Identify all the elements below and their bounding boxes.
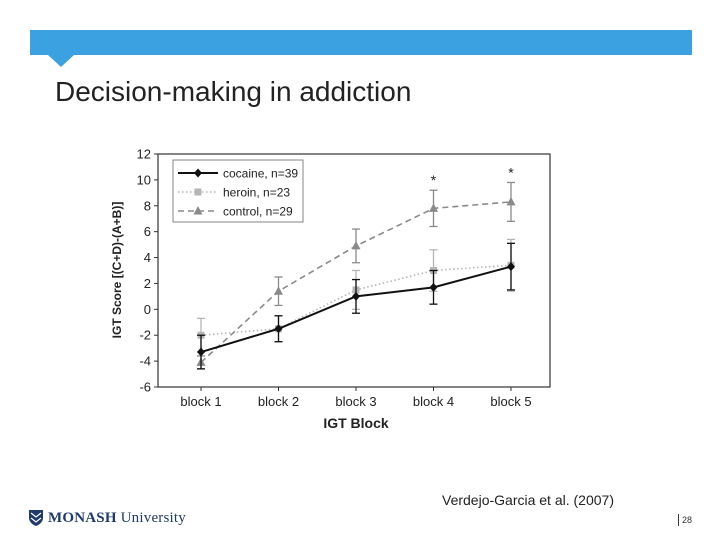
- data-point: [429, 282, 438, 292]
- series-cocaine: [197, 242, 515, 370]
- legend-marker: [194, 168, 202, 178]
- data-point: [197, 347, 205, 357]
- data-point: [352, 291, 360, 301]
- legend-label: cocaine, n=39: [223, 167, 298, 181]
- x-tick-label: block 2: [258, 394, 299, 409]
- y-tick-label: 6: [144, 224, 151, 239]
- citation: Verdejo-Garcia et al. (2007): [442, 492, 614, 508]
- data-point: [429, 203, 438, 212]
- legend-label: heroin, n=23: [223, 186, 290, 200]
- x-tick-label: block 5: [490, 394, 531, 409]
- data-point: [507, 262, 515, 272]
- monash-shield-icon: [29, 510, 43, 526]
- y-tick-label: 4: [144, 250, 151, 265]
- header-accent-bar: [30, 30, 692, 55]
- x-tick-label: block 4: [413, 394, 454, 409]
- x-tick-label: block 3: [335, 394, 376, 409]
- y-tick-label: -2: [139, 328, 151, 343]
- y-tick-label: -6: [139, 380, 151, 395]
- igt-line-chart: 12 10 8 6 4 2 0 -2 -4 -6 block 1 block 2 block 3 blo…: [110, 147, 551, 431]
- logo-wordmark: MONASH University: [48, 509, 186, 526]
- y-tick-label: 12: [137, 147, 151, 162]
- x-tick-label: block 1: [180, 394, 221, 409]
- page-number: 28: [678, 514, 692, 526]
- legend-label: control, n=29: [223, 205, 293, 219]
- header-accent-notch: [48, 55, 74, 67]
- data-point: [351, 240, 361, 250]
- significance-marker: *: [508, 164, 514, 180]
- monash-logo: MONASH University: [28, 508, 186, 528]
- y-tick-label: 0: [144, 302, 151, 317]
- y-tick-label: -4: [139, 354, 151, 369]
- data-point: [274, 286, 283, 295]
- legend-marker: [194, 188, 202, 196]
- slide-title: Decision-making in addiction: [55, 76, 412, 107]
- data-point: [274, 324, 283, 334]
- y-tick-label: 2: [144, 276, 151, 291]
- legend-marker: [193, 206, 203, 215]
- chart-legend: cocaine, n=39 heroin, n=23 control, n=29: [172, 159, 304, 223]
- x-axis-label: IGT Block: [323, 415, 389, 431]
- y-tick-label: 10: [137, 172, 151, 187]
- y-tick-label: 8: [144, 198, 151, 213]
- significance-marker: *: [431, 172, 437, 188]
- y-axis-label: IGT Score [(C+D)-(A+B)]: [110, 202, 124, 339]
- data-point: [506, 196, 516, 206]
